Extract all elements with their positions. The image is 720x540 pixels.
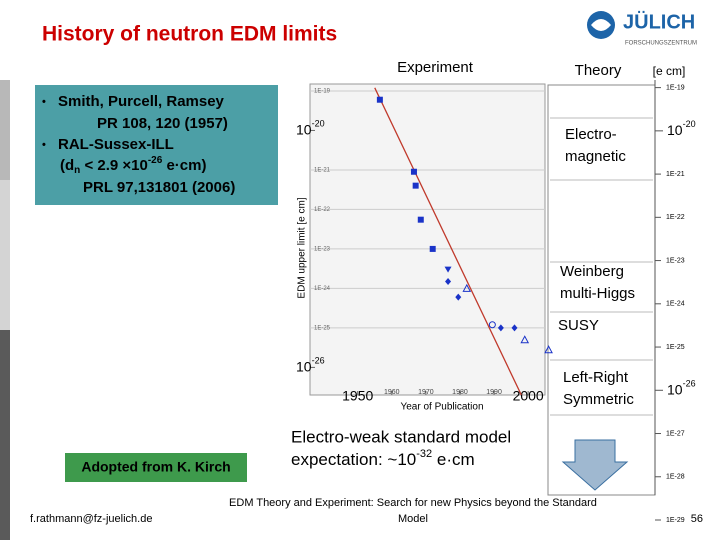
y-axis-label: EDM upper limit [e cm] bbox=[297, 197, 308, 298]
bullet-text: PR 108, 120 (1957) bbox=[97, 115, 228, 132]
y2-tick-label: 1E-25 bbox=[666, 344, 685, 351]
tick-base: 10 bbox=[667, 381, 683, 397]
tick-exp: -26 bbox=[312, 356, 325, 366]
y-tick-label: 1E-22 bbox=[314, 207, 331, 213]
y2-tick-label: 1E-27 bbox=[666, 430, 685, 437]
y-tick-label: 1E-23 bbox=[314, 246, 331, 252]
y2-tick-label: 1E-29 bbox=[666, 517, 685, 524]
data-point bbox=[444, 266, 452, 273]
y2-tick-label: 1E-21 bbox=[666, 171, 685, 178]
data-point bbox=[462, 283, 472, 292]
side-bar bbox=[0, 180, 10, 330]
sm-text: Electro-weak standard model bbox=[291, 427, 511, 446]
theory-title: Theory bbox=[575, 62, 622, 79]
data-point bbox=[412, 182, 419, 189]
bullet: • bbox=[42, 96, 46, 108]
theory-unit: [e cm] bbox=[653, 64, 686, 78]
data-point bbox=[417, 216, 424, 223]
tick-exp: -20 bbox=[312, 119, 325, 129]
y2-tick-label: 1E-28 bbox=[666, 474, 685, 481]
data-point bbox=[544, 345, 553, 354]
data-point bbox=[488, 321, 496, 329]
data-point bbox=[410, 168, 417, 175]
fit-line bbox=[374, 87, 522, 396]
page-number: 56 bbox=[691, 513, 703, 525]
model-label: Electro- bbox=[565, 126, 617, 143]
arrow bbox=[561, 439, 629, 491]
data-point bbox=[445, 277, 452, 285]
y2-tick-label: 1E-23 bbox=[666, 257, 685, 264]
limit-text: (dn < 2.9 ×10-26 e·cm) bbox=[60, 155, 206, 176]
y2-tick-label: 1E-22 bbox=[666, 214, 685, 221]
credit: Adopted from K. Kirch bbox=[81, 459, 230, 475]
y2-tick-label: 10-20 bbox=[667, 119, 696, 137]
model-label: SUSY bbox=[558, 317, 599, 334]
x-tick-label: 1950 bbox=[342, 388, 373, 404]
model-label: Symmetric bbox=[563, 391, 634, 408]
tick-exp: -26 bbox=[683, 379, 696, 389]
x-tick-label: 1980 bbox=[452, 389, 468, 396]
plot-area bbox=[309, 83, 546, 396]
y-tick-label: 1E-25 bbox=[314, 325, 331, 331]
bullet-box bbox=[35, 85, 278, 205]
data-point bbox=[520, 335, 530, 344]
credit-box bbox=[65, 453, 247, 482]
side-bar bbox=[0, 80, 10, 180]
tick-exp: -20 bbox=[683, 119, 696, 129]
y-tick-label: 1E-24 bbox=[314, 286, 331, 292]
x-tick-label: 1990 bbox=[486, 389, 502, 396]
sm-part: e·cm bbox=[432, 450, 475, 469]
x-tick-label: 2000 bbox=[513, 388, 544, 404]
bullet-text: PRL 97,131801 (2006) bbox=[83, 179, 235, 196]
model-label: magnetic bbox=[565, 148, 626, 165]
sm-sup: -32 bbox=[416, 448, 432, 460]
y-tick-label: 10-20 bbox=[296, 119, 325, 137]
bullet-text: Smith, Purcell, Ramsey bbox=[58, 93, 225, 110]
data-point bbox=[511, 324, 518, 332]
side-bar bbox=[0, 330, 10, 540]
slide-title: History of neutron EDM limits bbox=[42, 23, 337, 46]
chart-title: Experiment bbox=[397, 59, 474, 76]
theory-panel bbox=[547, 84, 656, 496]
logo-mark bbox=[591, 19, 611, 31]
logo-sub: FORSCHUNGSZENTRUM bbox=[625, 41, 697, 47]
data-point bbox=[429, 245, 436, 252]
model-label: Left-Right bbox=[563, 369, 629, 386]
y2-tick-label: 10-26 bbox=[667, 379, 696, 397]
model-label: multi-Higgs bbox=[560, 285, 635, 302]
x-tick-label: 1960 bbox=[384, 389, 400, 396]
y-tick-label: 1E-21 bbox=[314, 168, 331, 174]
tick-base: 10 bbox=[667, 122, 683, 138]
sm-part: expectation: ~10 bbox=[291, 450, 416, 469]
logo-text: JÜLICH bbox=[623, 10, 695, 33]
bullet-text: RAL-Sussex-ILL bbox=[58, 136, 174, 153]
footer-talk: EDM Theory and Experiment: Search for ne… bbox=[229, 497, 597, 509]
data-point bbox=[455, 293, 462, 301]
bullet: • bbox=[42, 139, 46, 151]
y2-tick-label: 1E-24 bbox=[666, 301, 685, 308]
footer-email: f.rathmann@fz-juelich.de bbox=[30, 513, 152, 525]
data-point bbox=[497, 324, 504, 332]
sm-text: expectation: ~10-32 e·cm bbox=[291, 448, 475, 470]
data-point bbox=[376, 96, 383, 103]
x-axis-label: Year of Publication bbox=[400, 402, 483, 413]
footer-talk: Model bbox=[398, 513, 428, 525]
model-label: Weinberg bbox=[560, 263, 624, 280]
tick-base: 10 bbox=[296, 358, 312, 374]
y2-tick-label: 1E-19 bbox=[666, 84, 685, 91]
x-tick-label: 1970 bbox=[418, 389, 434, 396]
tick-base: 10 bbox=[296, 121, 312, 137]
y-tick-label: 1E-19 bbox=[314, 89, 331, 95]
y-tick-label: 10-26 bbox=[296, 356, 325, 374]
